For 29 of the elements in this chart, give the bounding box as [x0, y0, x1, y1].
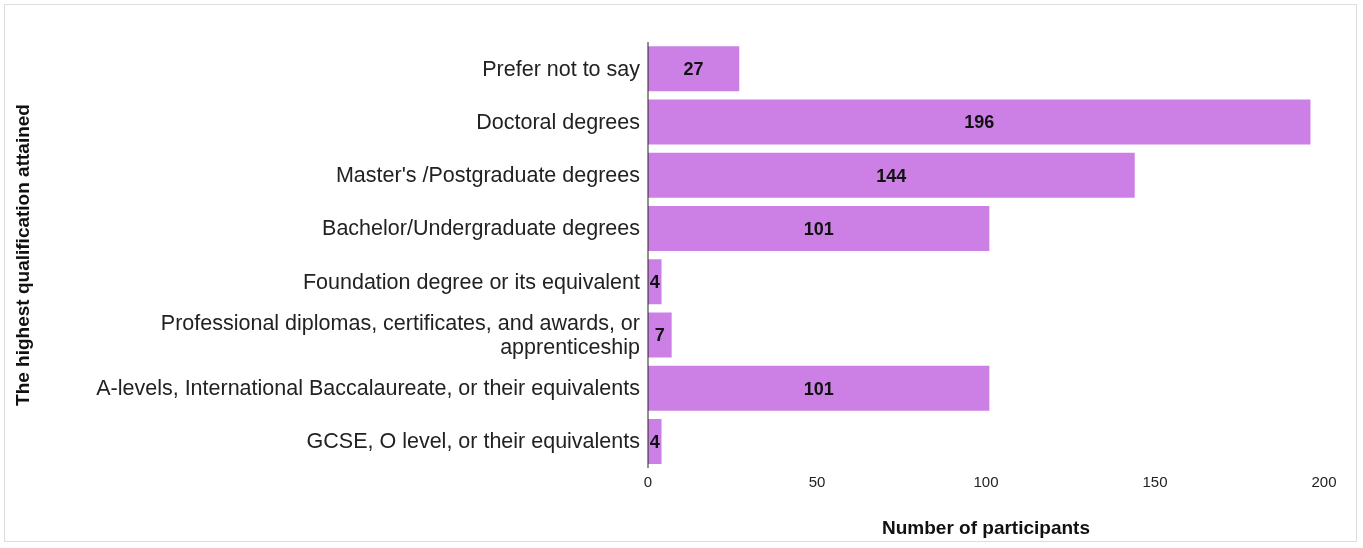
- data-label: 27: [683, 59, 704, 80]
- data-label: 4: [649, 272, 660, 293]
- x-tick-label: 200: [1311, 472, 1337, 490]
- x-axis-title: Number of participants: [882, 517, 1090, 538]
- data-label: 101: [803, 378, 834, 399]
- data-label: 196: [964, 112, 995, 133]
- x-tick-label: 50: [808, 472, 826, 490]
- data-label: 101: [803, 218, 834, 239]
- y-tick-label: Bachelor/Undergraduate degrees: [322, 216, 640, 241]
- bar: [648, 312, 672, 358]
- data-label: 4: [649, 431, 660, 452]
- data-label: 7: [654, 325, 665, 346]
- x-tick-label: 100: [973, 472, 999, 490]
- y-tick-label: A-levels, International Baccalaureate, or their equivalents: [96, 376, 640, 401]
- data-label: 144: [876, 165, 907, 186]
- bar: [648, 365, 990, 411]
- y-tick-label: Doctoral degrees: [476, 109, 640, 134]
- bar: [648, 99, 1311, 145]
- y-tick-label: Master's /Postgraduate degrees: [335, 163, 640, 188]
- y-tick-label: GCSE, O level, or their equivalents: [306, 429, 640, 454]
- bar: [648, 206, 990, 252]
- bar: [648, 152, 1135, 198]
- x-tick-label: 0: [643, 472, 653, 490]
- y-tick-label: Professional diplomas, certificates, and awards, or apprenticeship: [160, 310, 641, 359]
- bar: [648, 46, 740, 92]
- y-tick-label: Foundation degree or its equivalent: [302, 269, 641, 294]
- x-tick-label: 150: [1142, 472, 1168, 490]
- y-axis-title: The highest qualification attained: [11, 104, 33, 406]
- y-tick-label: Prefer not to say: [482, 56, 641, 81]
